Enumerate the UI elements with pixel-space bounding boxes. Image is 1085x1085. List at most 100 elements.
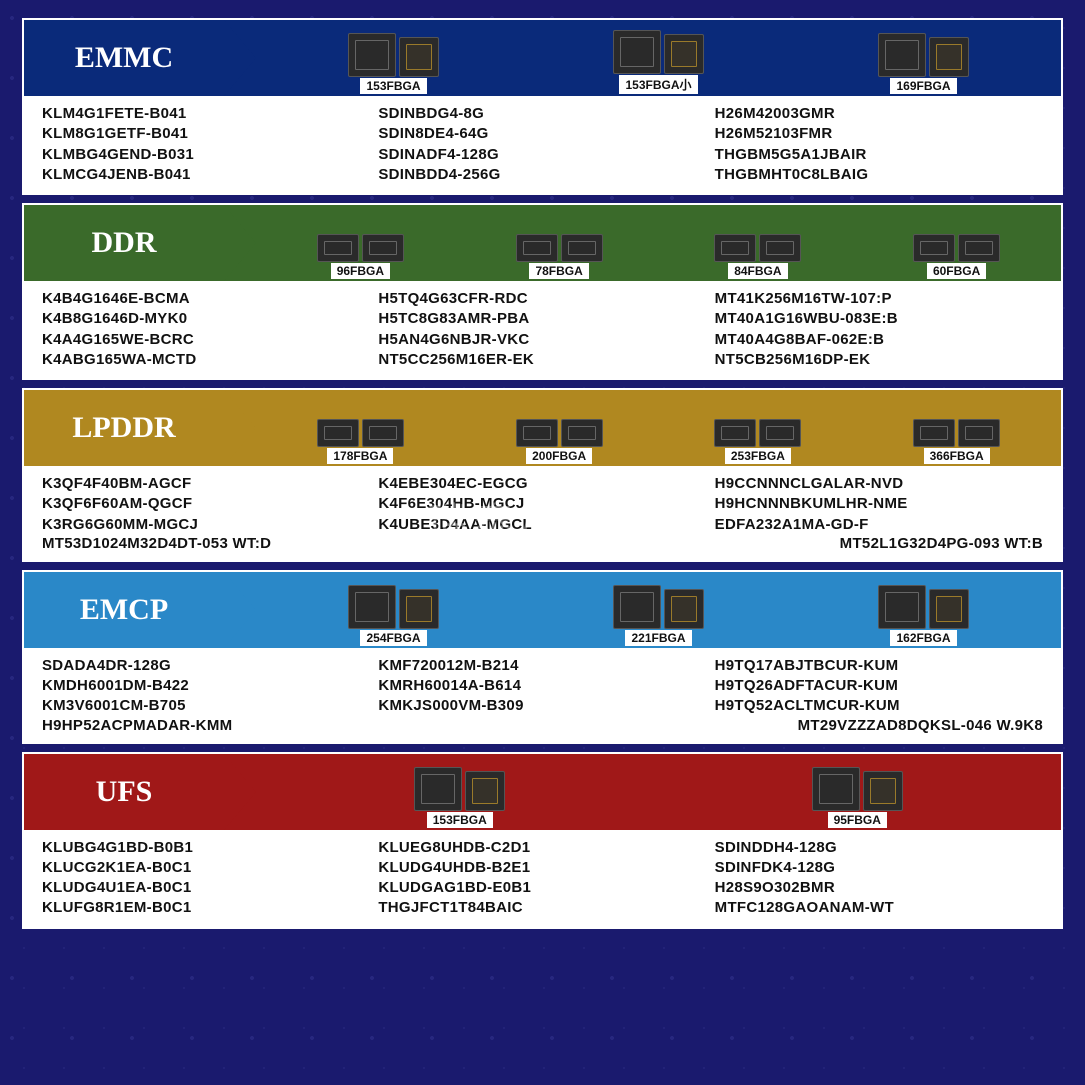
part-number: H26M42003GMR <box>715 104 1043 124</box>
arrow-icon <box>224 754 256 830</box>
part-number: MT52L1G32D4PG-093 WT:B <box>840 535 1043 552</box>
arrow-icon <box>224 20 256 96</box>
part-number: SDINDDH4-128G <box>715 838 1043 858</box>
chip-icon <box>812 767 860 811</box>
chip-icon <box>929 589 969 629</box>
chip-icon <box>348 33 396 77</box>
chip-group: 366FBGA <box>913 419 1000 464</box>
chip-package-label: 253FBGA <box>725 448 791 464</box>
part-list: SDADA4DR-128GKMDH6001DM-B422KM3V6001CM-B… <box>22 650 1063 744</box>
part-number: K4B4G1646E-BCMA <box>42 289 370 309</box>
chip-icon <box>913 234 955 262</box>
part-column: H9TQ17ABJTBCUR-KUMH9TQ26ADFTACUR-KUMH9TQ… <box>715 656 1043 717</box>
part-column: MT41K256M16TW-107:PMT40A1G16WBU-083E:BMT… <box>715 289 1043 370</box>
part-number: H9TQ26ADFTACUR-KUM <box>715 676 1043 696</box>
chip-group: 153FBGA <box>414 767 505 828</box>
part-number: MTFC128GAOANAM-WT <box>715 898 1043 918</box>
part-number: MT40A4G8BAF-062E:B <box>715 330 1043 350</box>
part-number: H9CCNNNCLGALAR-NVD <box>715 474 1043 494</box>
chip-icon <box>362 419 404 447</box>
part-number: MT53D1024M32D4DT-053 WT:D <box>42 535 271 552</box>
chip-package-label: 200FBGA <box>526 448 592 464</box>
category-label: DDR <box>24 205 224 281</box>
part-number: KLMCG4JENB-B041 <box>42 165 370 185</box>
chip-group: 60FBGA <box>913 234 1000 279</box>
chip-group: 162FBGA <box>878 585 969 646</box>
part-number: K3RG6G60MM-MGCJ <box>42 515 370 535</box>
part-number: H5TC8G83AMR-PBA <box>378 309 706 329</box>
chip-area: 96FBGA78FBGA84FBGA60FBGA <box>256 205 1061 281</box>
chip-group: 153FBGA小 <box>613 30 704 94</box>
part-number: THGJFCT1T84BAIC <box>378 898 706 918</box>
chip-package-label: 153FBGA小 <box>619 75 697 94</box>
section-ddr: DDR96FBGA78FBGA84FBGA60FBGAK4B4G1646E-BC… <box>22 203 1063 380</box>
part-number: H26M52103FMR <box>715 124 1043 144</box>
part-number: THGBMHT0C8LBAIG <box>715 165 1043 185</box>
chip-icon <box>516 419 558 447</box>
part-number: MT29VZZZAD8DQKSL-046 W.9K8 <box>798 717 1043 734</box>
part-number: KLUEG8UHDB-C2D1 <box>378 838 706 858</box>
part-column: H26M42003GMRH26M52103FMRTHGBM5G5A1JBAIRT… <box>715 104 1043 185</box>
part-number: KMF720012M-B214 <box>378 656 706 676</box>
chip-icon <box>516 234 558 262</box>
chip-group: 254FBGA <box>348 585 439 646</box>
header-bar: DDR96FBGA78FBGA84FBGA60FBGA <box>22 203 1063 283</box>
chip-icon <box>929 37 969 77</box>
category-label: UFS <box>24 754 224 830</box>
part-column: SDINBDG4-8GSDIN8DE4-64GSDINADF4-128GSDIN… <box>378 104 706 185</box>
chip-icon <box>714 419 756 447</box>
part-number: SDIN8DE4-64G <box>378 124 706 144</box>
chip-icon <box>714 234 756 262</box>
part-number: EDFA232A1MA-GD-F <box>715 515 1043 535</box>
part-column: K4B4G1646E-BCMAK4B8G1646D-MYK0K4A4G165WE… <box>42 289 370 370</box>
part-number: MT40A1G16WBU-083E:B <box>715 309 1043 329</box>
chip-icon <box>561 419 603 447</box>
chip-icon <box>317 234 359 262</box>
part-column: KLUBG4G1BD-B0B1KLUCG2K1EA-B0C1KLUDG4U1EA… <box>42 838 370 919</box>
header-bar: EMCP 254FBGA 221FBGA 162FBGA <box>22 570 1063 650</box>
arrow-icon <box>224 205 256 281</box>
part-number: SDINFDK4-128G <box>715 858 1043 878</box>
part-number: H5TQ4G63CFR-RDC <box>378 289 706 309</box>
part-number: KLM8G1GETF-B041 <box>42 124 370 144</box>
part-number: H5AN4G6NBJR-VKC <box>378 330 706 350</box>
part-number: KLUBG4G1BD-B0B1 <box>42 838 370 858</box>
category-label: EMCP <box>24 572 224 648</box>
chip-icon <box>664 34 704 74</box>
part-number: KLUDG4U1EA-B0C1 <box>42 878 370 898</box>
chip-group: 169FBGA <box>878 33 969 94</box>
part-number: H28S9O302BMR <box>715 878 1043 898</box>
part-number: KLM4G1FETE-B041 <box>42 104 370 124</box>
part-column: H5TQ4G63CFR-RDCH5TC8G83AMR-PBAH5AN4G6NBJ… <box>378 289 706 370</box>
chip-package-label: 153FBGA <box>360 78 426 94</box>
chip-icon <box>759 419 801 447</box>
section-ufs: UFS153FBGA95FBGAKLUBG4G1BD-B0B1KLUCG2K1E… <box>22 752 1063 929</box>
chip-package-label: 366FBGA <box>924 448 990 464</box>
category-label: EMMC <box>24 20 224 96</box>
chip-icon <box>362 234 404 262</box>
chip-icon <box>958 234 1000 262</box>
chip-icon <box>913 419 955 447</box>
section-emmc: EMMC 153FBGA 153FBGA小 169FBGA KLM4G1FETE-B04… <box>22 18 1063 195</box>
part-number: KM3V6001CM-B705 <box>42 696 370 716</box>
chip-icon <box>348 585 396 629</box>
part-number: NT5CC256M16ER-EK <box>378 350 706 370</box>
part-number: KMKJS000VM-B309 <box>378 696 706 716</box>
chip-group: 78FBGA <box>516 234 603 279</box>
chip-group: 178FBGA <box>317 419 404 464</box>
chip-package-label: 221FBGA <box>625 630 691 646</box>
part-number: KLUDG4UHDB-B2E1 <box>378 858 706 878</box>
part-number: K4A4G165WE-BCRC <box>42 330 370 350</box>
chip-icon <box>414 767 462 811</box>
part-number: MT41K256M16TW-107:P <box>715 289 1043 309</box>
chip-area: 153FBGA 153FBGA小 169FBGA <box>256 20 1061 96</box>
header-bar: LPDDR178FBGA200FBGA253FBGA366FBGA <box>22 388 1063 468</box>
chip-group: 253FBGA <box>714 419 801 464</box>
part-number: K3QF4F40BM-AGCF <box>42 474 370 494</box>
arrow-icon <box>224 390 256 466</box>
part-number: K4EBE304EC-EGCG <box>378 474 706 494</box>
chip-package-label: 84FBGA <box>728 263 787 279</box>
part-column: KLM4G1FETE-B041KLM8G1GETF-B041KLMBG4GEND… <box>42 104 370 185</box>
chip-icon <box>958 419 1000 447</box>
part-number: K4B8G1646D-MYK0 <box>42 309 370 329</box>
